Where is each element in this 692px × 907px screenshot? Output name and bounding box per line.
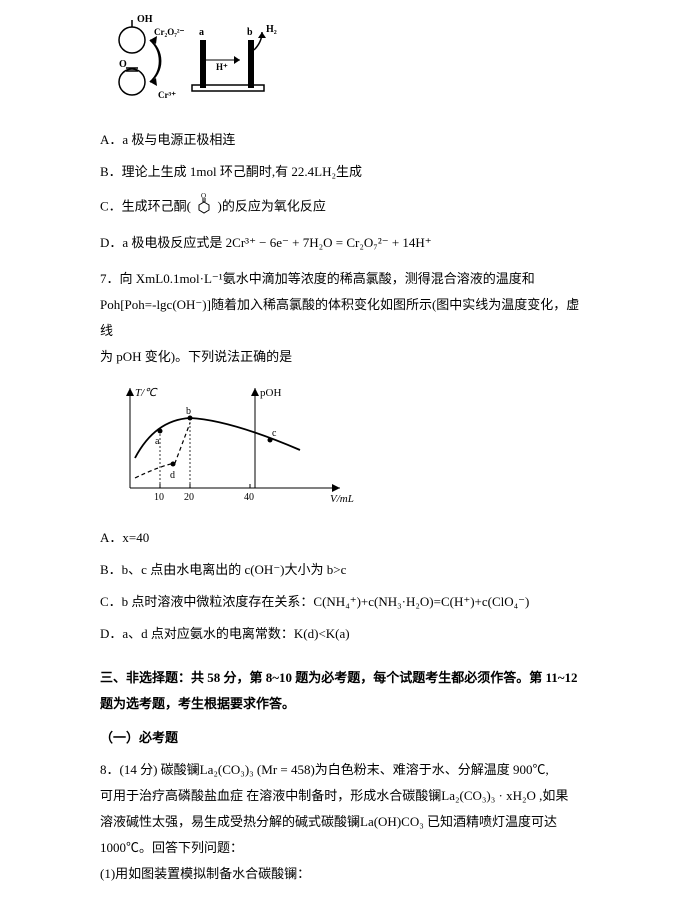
q7-stem-2: Poh[Poh=-lgc(OH⁻)]随着加入稀高氯酸的体积变化如图所示(图中实线… bbox=[100, 292, 592, 344]
q8-line2: 可用于治疗高磷酸盐血症 在溶液中制备时，形成水合碳酸镧La₂(CO₃)₃ · x… bbox=[100, 783, 592, 809]
svg-text:10: 10 bbox=[154, 492, 164, 503]
q8-line3: 溶液碱性太强，易生成受热分解的碱式碳酸镧La(OH)CO₃ 已知酒精喷灯温度可达 bbox=[100, 809, 592, 835]
q6-d-formula: 2Cr³⁺ − 6e⁻ + 7H₂O = Cr₂O₇²⁻ + 14H⁺ bbox=[226, 235, 432, 250]
svg-text:H⁺: H⁺ bbox=[216, 62, 228, 72]
svg-text:V/mL: V/mL bbox=[330, 493, 354, 505]
q7-stem-3: 为 pOH 变化)。下列说法正确的是 bbox=[100, 344, 592, 370]
svg-text:20: 20 bbox=[184, 492, 194, 503]
temperature-poh-chart: T/℃ pOH V/mL 10 20 40 a b c d bbox=[100, 378, 592, 517]
q6-d-prefix: D．a 极电极反应式是 bbox=[100, 235, 226, 250]
q6-option-d: D．a 极电极反应式是 2Cr³⁺ − 6e⁻ + 7H₂O = Cr₂O₇²⁻… bbox=[100, 230, 592, 256]
svg-text:a: a bbox=[155, 436, 160, 447]
svg-text:40: 40 bbox=[244, 492, 254, 503]
svg-text:a: a bbox=[199, 27, 204, 38]
q8-line1: 8．(14 分) 碳酸镧La₂(CO₃)₃ (Mr = 458)为白色粉末、难溶… bbox=[100, 757, 592, 783]
q7-option-d: D．a、d 点对应氨水的电离常数：K(d)<K(a) bbox=[100, 621, 592, 647]
svg-text:Cr³⁺: Cr³⁺ bbox=[158, 90, 176, 100]
svg-text:c: c bbox=[272, 428, 277, 439]
q6-option-b: B．理论上生成 1mol 环己酮时,有 22.4LH₂生成 bbox=[100, 159, 592, 185]
svg-text:H₂: H₂ bbox=[266, 24, 277, 35]
svg-text:b: b bbox=[186, 406, 191, 417]
section-3-title: 三、非选择题：共 58 分，第 8~10 题为必考题，每个试题考生都必须作答。第… bbox=[100, 665, 592, 717]
q7-option-a: A．x=40 bbox=[100, 525, 592, 551]
q7-option-c: C．b 点时溶液中微粒浓度存在关系：C(NH₄⁺)+c(NH₃·H₂O)=C(H… bbox=[100, 589, 592, 615]
svg-text:b: b bbox=[247, 27, 253, 38]
svg-text:Cr₂O₇²⁻: Cr₂O₇²⁻ bbox=[154, 27, 185, 37]
svg-text:O: O bbox=[119, 59, 127, 70]
q7-stem-1: 7．向 XmL0.1mol·L⁻¹氨水中滴加等浓度的稀高氯酸，测得混合溶液的温度… bbox=[100, 266, 592, 292]
section-3-subtitle: （一）必考题 bbox=[100, 725, 592, 751]
svg-text:OH: OH bbox=[137, 14, 153, 25]
q8-line4: 1000℃。回答下列问题： bbox=[100, 835, 592, 861]
q6-c-suffix: )的反应为氧化反应 bbox=[218, 198, 326, 213]
q6-option-c: C．生成环己酮( O )的反应为氧化反应 bbox=[100, 191, 592, 224]
electrochemistry-diagram: OH O Cr₂O₇²⁻ Cr³⁺ a H⁺ b H₂ bbox=[110, 10, 592, 119]
svg-text:T/℃: T/℃ bbox=[135, 387, 158, 399]
svg-text:d: d bbox=[170, 470, 175, 481]
q6-c-prefix: C．生成环己酮( bbox=[100, 198, 191, 213]
svg-text:pOH: pOH bbox=[260, 387, 281, 399]
cyclohexanone-icon: O bbox=[194, 191, 214, 224]
q6-option-a: A．a 极与电源正极相连 bbox=[100, 127, 592, 153]
q7-option-b: B．b、c 点由水电离出的 c(OH⁻)大小为 b>c bbox=[100, 557, 592, 583]
q8-sub1: (1)用如图装置模拟制备水合碳酸镧： bbox=[100, 861, 592, 887]
